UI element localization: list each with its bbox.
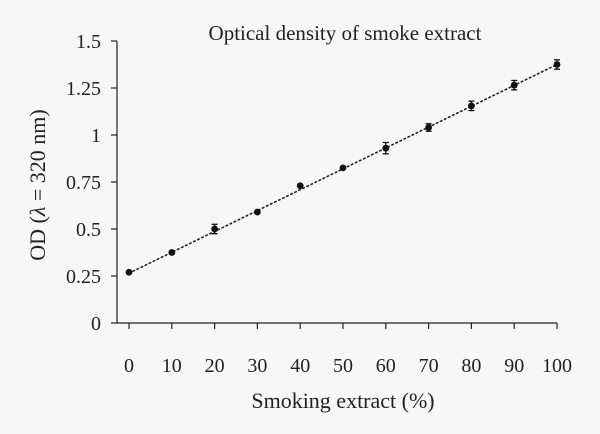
data-point — [553, 61, 561, 68]
plot-area — [125, 59, 561, 276]
y-tick-label: 1.25 — [66, 78, 101, 100]
y-axis-label-suffix: = 320 nm) — [25, 109, 50, 206]
data-point — [339, 164, 347, 172]
x-axis-label: Smoking extract (%) — [251, 388, 434, 413]
x-axis: 0 10 20 30 40 50 60 70 80 90 100 — [117, 322, 572, 377]
x-tick-label: 10 — [162, 355, 182, 377]
x-tick-label: 0 — [124, 355, 134, 377]
data-point — [211, 225, 219, 233]
y-tick-label: 1 — [91, 125, 101, 147]
x-tick-label: 60 — [376, 355, 396, 377]
y-tick-label: 0.5 — [76, 219, 101, 241]
y-axis-label-prefix: OD ( — [25, 216, 50, 261]
data-point — [125, 268, 133, 276]
data-point — [425, 124, 432, 131]
data-point — [468, 102, 475, 110]
x-tick-label: 30 — [247, 355, 267, 377]
x-tick-label: 50 — [333, 355, 353, 377]
data-point — [296, 182, 304, 190]
data-point — [510, 81, 518, 89]
y-tick-label: 0.75 — [66, 172, 101, 194]
y-tick-label: 0.25 — [66, 266, 101, 288]
y-axis-label-lambda: λ — [25, 207, 50, 218]
data-point — [168, 249, 176, 256]
x-tick-label: 100 — [542, 355, 572, 377]
data-point — [382, 144, 390, 152]
x-tick-label: 20 — [205, 355, 225, 377]
data-point — [254, 208, 261, 216]
y-tick-label: 0 — [91, 313, 101, 335]
y-axis-label: OD (λ = 320 nm) — [25, 109, 50, 261]
y-axis: 0 0.25 0.5 0.75 1 1.25 1.5 — [66, 31, 118, 335]
chart-title: Optical density of smoke extract — [209, 21, 482, 45]
y-tick-label: 1.5 — [76, 31, 101, 53]
x-tick-label: 80 — [461, 355, 481, 377]
x-tick-label: 70 — [419, 355, 439, 377]
x-tick-label: 90 — [504, 355, 524, 377]
x-tick-label: 40 — [290, 355, 310, 377]
